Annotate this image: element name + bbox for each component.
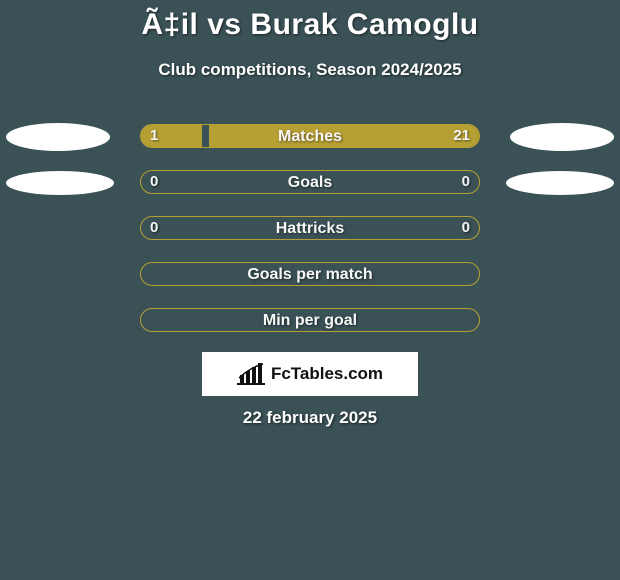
team-b-logo [506,171,614,195]
stat-row: Goals0 0 [0,170,620,196]
team-a-logo [6,123,110,151]
stat-row: Hattricks0 0 [0,216,620,242]
stat-bar-fill-right [209,125,479,147]
stat-bar: Min per goal [140,308,480,332]
stat-bar: Goals [140,170,480,194]
stat-bar: Matches [140,124,480,148]
branding-chart-icon [237,363,265,385]
team-a-logo [6,171,114,195]
team-b-logo [510,123,614,151]
stat-value-left: 1 [150,124,158,148]
stat-value-right: 0 [462,216,470,240]
subtitle: Club competitions, Season 2024/2025 [0,60,620,80]
stat-label: Min per goal [141,309,479,332]
stat-label: Goals [141,171,479,194]
branding-text: FcTables.com [271,364,383,384]
stat-value-left: 0 [150,170,158,194]
comparison-rows: Matches121Goals00Hattricks00Goals per ma… [0,124,620,354]
stat-label: Hattricks [141,217,479,240]
stat-bar: Goals per match [140,262,480,286]
stat-row: Min per goal [0,308,620,334]
stat-row: Goals per match [0,262,620,288]
date-label: 22 february 2025 [0,408,620,428]
stat-value-right: 21 [453,124,470,148]
page-title: Ã‡il vs Burak Camoglu [0,0,620,42]
stat-value-right: 0 [462,170,470,194]
stat-row: Matches1 21 [0,124,620,150]
stat-label: Goals per match [141,263,479,286]
branding-badge: FcTables.com [202,352,418,396]
stat-bar: Hattricks [140,216,480,240]
stat-value-left: 0 [150,216,158,240]
